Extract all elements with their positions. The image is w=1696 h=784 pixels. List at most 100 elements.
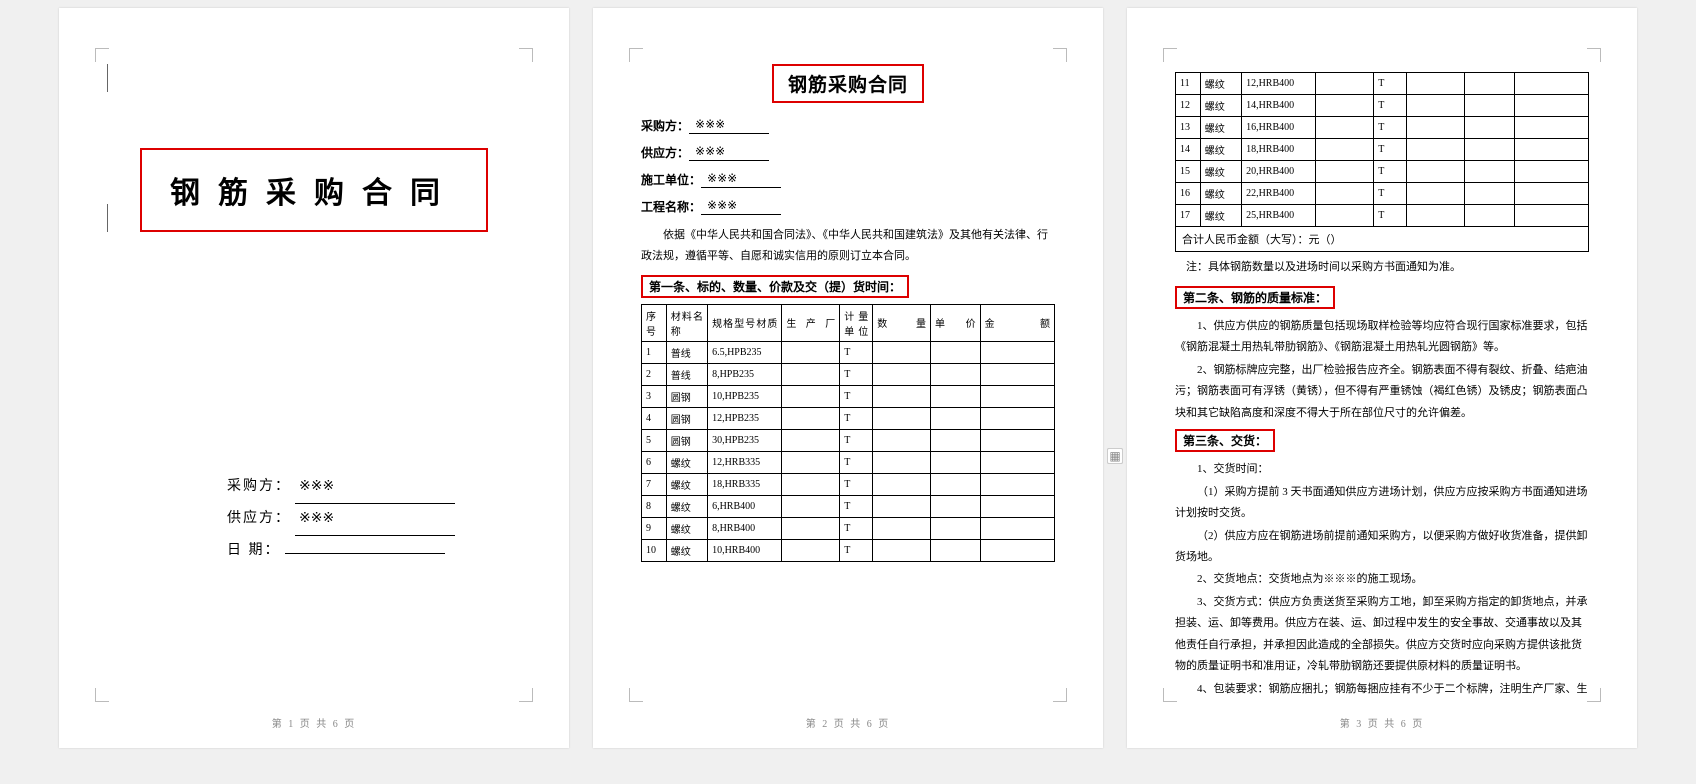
cell-amount	[980, 517, 1054, 539]
cell-spec: 6,HRB400	[708, 495, 782, 517]
cell-material: 螺纹	[666, 473, 707, 495]
cell-maker	[1316, 73, 1374, 95]
cell-unit: T	[840, 385, 873, 407]
cell-price	[1465, 139, 1515, 161]
page-footer: 第 3 页 共 6 页	[1127, 715, 1637, 730]
crop-mark	[107, 204, 108, 232]
cell-price	[931, 539, 981, 561]
cell-seq: 13	[1176, 117, 1201, 139]
cell-amount	[980, 539, 1054, 561]
project-label: 工程名称：	[641, 198, 701, 215]
cell-maker	[1316, 95, 1374, 117]
intro-paragraph: 依据《中华人民共和国合同法》、《中华人民共和国建筑法》及其他有关法律、行政法规，…	[641, 225, 1055, 267]
cell-qty	[873, 429, 931, 451]
cell-seq: 11	[1176, 73, 1201, 95]
cell-amount	[1514, 95, 1588, 117]
cell-maker	[1316, 139, 1374, 161]
cell-amount	[980, 473, 1054, 495]
cell-material: 普线	[666, 363, 707, 385]
cell-seq: 7	[642, 473, 667, 495]
cell-unit: T	[840, 429, 873, 451]
cell-qty	[1407, 205, 1465, 227]
crop-mark	[519, 48, 533, 62]
col-price: 单价	[931, 304, 981, 341]
cell-spec: 12,HRB335	[708, 451, 782, 473]
cell-seq: 14	[1176, 139, 1201, 161]
cell-qty	[873, 363, 931, 385]
cell-material: 圆钢	[666, 385, 707, 407]
page-footer: 第 2 页 共 6 页	[593, 715, 1103, 730]
cell-maker	[1316, 183, 1374, 205]
cell-qty	[1407, 117, 1465, 139]
cell-spec: 8,HRB400	[708, 517, 782, 539]
cell-material: 螺纹	[1200, 161, 1241, 183]
cell-maker	[1316, 205, 1374, 227]
cell-unit: T	[840, 407, 873, 429]
cell-qty	[873, 539, 931, 561]
page-1: 钢筋采购合同 采购方： ※※※ 供应方： ※※※ 日 期： 第 1 页 共 6 …	[59, 8, 569, 748]
cell-maker	[782, 473, 840, 495]
cell-spec: 25,HRB400	[1242, 205, 1316, 227]
cell-qty	[873, 473, 931, 495]
page-indicator-icon[interactable]: ▦	[1107, 448, 1123, 464]
cell-price	[1465, 183, 1515, 205]
cell-amount	[980, 341, 1054, 363]
cell-qty	[1407, 95, 1465, 117]
buyer-label: 采购方：	[227, 472, 291, 503]
cell-unit: T	[840, 363, 873, 385]
cell-amount	[980, 495, 1054, 517]
cover-title: 钢筋采购合同	[170, 168, 458, 212]
supplier-label: 供应方：	[227, 504, 291, 535]
cell-unit: T	[1374, 95, 1407, 117]
crop-mark	[1053, 688, 1067, 702]
cell-material: 螺纹	[666, 451, 707, 473]
cell-seq: 8	[642, 495, 667, 517]
crop-mark	[1587, 688, 1601, 702]
cell-price	[931, 385, 981, 407]
cell-price	[931, 429, 981, 451]
cell-unit: T	[1374, 183, 1407, 205]
cell-amount	[1514, 205, 1588, 227]
cell-seq: 6	[642, 451, 667, 473]
crop-mark	[107, 64, 108, 92]
cell-qty	[1407, 73, 1465, 95]
cell-qty	[873, 341, 931, 363]
cell-material: 螺纹	[1200, 205, 1241, 227]
cell-material: 圆钢	[666, 407, 707, 429]
cell-material: 螺纹	[666, 517, 707, 539]
cell-qty	[873, 451, 931, 473]
clause3-p5: 3、交货方式：供应方负责送货至采购方工地，卸至采购方指定的卸货地点，并承担装、运…	[1175, 592, 1589, 678]
crop-mark	[95, 688, 109, 702]
project-value: ※※※	[701, 198, 781, 215]
table-row: 5圆钢30,HPB235T	[642, 429, 1055, 451]
clause2-p1: 1、供应方供应的钢筋质量包括现场取样检验等均应符合现行国家标准要求，包括《钢筋混…	[1175, 316, 1589, 359]
cover-title-highlight: 钢筋采购合同	[140, 148, 488, 232]
materials-table-continued: 11螺纹12,HRB400T12螺纹14,HRB400T13螺纹16,HRB40…	[1175, 72, 1589, 227]
cell-qty	[873, 385, 931, 407]
cell-price	[931, 341, 981, 363]
crop-mark	[1163, 688, 1177, 702]
cell-maker	[782, 451, 840, 473]
cell-unit: T	[840, 341, 873, 363]
cell-material: 螺纹	[1200, 139, 1241, 161]
page-3: ▦ 11螺纹12,HRB400T12螺纹14,HRB400T13螺纹16,HRB…	[1127, 8, 1637, 748]
cover-fields: 采购方： ※※※ 供应方： ※※※ 日 期：	[227, 472, 521, 566]
cell-spec: 16,HRB400	[1242, 117, 1316, 139]
table-row: 10螺纹10,HRB400T	[642, 539, 1055, 561]
table-row: 11螺纹12,HRB400T	[1176, 73, 1589, 95]
cell-maker	[782, 495, 840, 517]
cell-spec: 14,HRB400	[1242, 95, 1316, 117]
cell-amount	[1514, 183, 1588, 205]
cell-price	[931, 473, 981, 495]
cell-material: 螺纹	[1200, 73, 1241, 95]
cell-spec: 18,HRB335	[708, 473, 782, 495]
col-seq: 序号	[642, 304, 667, 341]
crop-mark	[1587, 48, 1601, 62]
cell-qty	[1407, 161, 1465, 183]
clause2-p2: 2、钢筋标牌应完整，出厂检验报告应齐全。钢筋表面不得有裂纹、折叠、结疤油污；钢筋…	[1175, 360, 1589, 424]
cell-price	[931, 451, 981, 473]
cell-unit: T	[840, 517, 873, 539]
cell-unit: T	[840, 473, 873, 495]
crop-mark	[629, 48, 643, 62]
cell-seq: 2	[642, 363, 667, 385]
